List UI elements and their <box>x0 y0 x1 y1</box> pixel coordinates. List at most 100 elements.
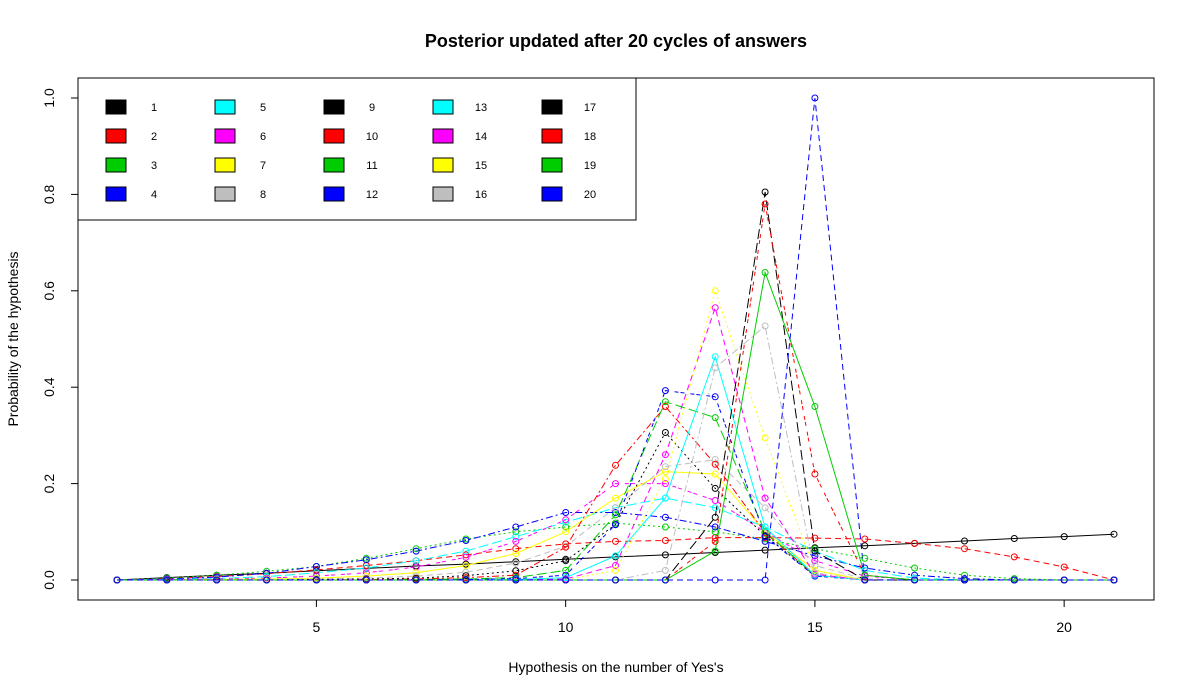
legend-swatch-2 <box>105 128 127 144</box>
data-point-8 <box>512 559 520 567</box>
legend-swatch-19 <box>541 157 563 173</box>
data-point-10 <box>661 403 669 410</box>
data-point-20 <box>661 576 669 584</box>
data-point-18 <box>811 470 819 478</box>
legend-swatch-7 <box>214 157 236 173</box>
data-point-3 <box>562 523 570 531</box>
legend-label-12: 12 <box>366 189 378 201</box>
data-point-4 <box>711 523 719 531</box>
legend-label-1: 1 <box>151 102 157 114</box>
data-point-10 <box>711 460 719 468</box>
y-axis-label: Probability of the hypothesis <box>5 251 21 426</box>
data-point-8 <box>661 463 669 471</box>
series-line-3 <box>116 522 1114 581</box>
legend-label-10: 10 <box>366 131 378 143</box>
legend-swatch-12 <box>323 186 345 202</box>
data-point-20 <box>462 576 470 584</box>
data-point-8 <box>761 504 769 512</box>
data-point-3 <box>661 523 669 531</box>
data-point-7 <box>462 562 470 569</box>
data-point-20 <box>312 576 320 584</box>
data-point-8 <box>811 562 819 569</box>
legend-swatch-16 <box>432 186 454 202</box>
legend-label-5: 5 <box>260 102 266 114</box>
data-point-4 <box>911 571 919 579</box>
series-line-20 <box>117 97 1114 581</box>
data-point-2 <box>961 545 968 553</box>
data-point-20 <box>911 576 919 584</box>
data-point-9 <box>462 572 470 580</box>
data-point-15 <box>761 434 769 442</box>
data-point-7 <box>612 494 619 502</box>
data-point-20 <box>163 576 171 584</box>
data-point-11 <box>761 528 769 536</box>
data-point-9 <box>711 484 719 492</box>
legend-swatch-15 <box>432 157 454 173</box>
legend-swatch-14 <box>432 128 454 144</box>
data-point-3 <box>711 528 719 536</box>
data-point-2 <box>612 537 619 545</box>
y-tick-label: 0.8 <box>41 184 57 204</box>
y-tick-label: 1.0 <box>41 88 57 108</box>
data-point-6 <box>512 537 520 545</box>
data-point-2 <box>1010 553 1018 561</box>
data-point-4 <box>362 556 370 564</box>
data-point-8 <box>462 568 470 576</box>
plot-area <box>113 94 1118 584</box>
data-point-6 <box>661 480 669 488</box>
legend-swatch-9 <box>323 99 345 115</box>
legend-label-7: 7 <box>260 160 266 172</box>
data-point-3 <box>861 554 869 562</box>
data-point-17 <box>811 547 819 555</box>
data-point-8 <box>612 504 619 512</box>
legend-swatch-4 <box>105 186 127 202</box>
data-point-12 <box>612 521 619 529</box>
data-point-18 <box>711 537 719 545</box>
data-point-7 <box>362 572 370 580</box>
legend-label-15: 15 <box>475 160 487 172</box>
data-point-19 <box>761 269 769 276</box>
data-point-11 <box>661 398 669 406</box>
data-point-5 <box>362 564 370 572</box>
data-point-20 <box>512 576 520 584</box>
data-point-14 <box>661 451 669 459</box>
data-point-15 <box>711 287 719 295</box>
data-point-4 <box>512 523 520 531</box>
data-point-16 <box>661 566 669 574</box>
data-point-4 <box>661 513 669 521</box>
y-tick-label: 0.6 <box>41 281 57 301</box>
legend-label-16: 16 <box>475 189 487 201</box>
data-point-20 <box>761 576 769 584</box>
legend-label-4: 4 <box>151 189 157 201</box>
data-point-1 <box>1110 530 1118 538</box>
data-point-4 <box>811 552 819 560</box>
data-point-18 <box>761 200 769 208</box>
data-point-4 <box>861 564 869 572</box>
data-point-6 <box>562 516 570 524</box>
data-point-6 <box>312 572 320 580</box>
legend-swatch-5 <box>214 99 236 115</box>
data-point-1 <box>1010 535 1018 542</box>
legend-label-11: 11 <box>366 160 377 172</box>
data-point-9 <box>661 429 669 436</box>
data-point-2 <box>462 551 470 559</box>
data-point-20 <box>1060 576 1068 584</box>
legend-swatch-3 <box>105 157 127 173</box>
data-point-2 <box>861 535 869 543</box>
data-point-15 <box>811 566 819 574</box>
x-tick-label: 20 <box>1056 619 1072 635</box>
data-point-13 <box>612 552 619 560</box>
series-line-2 <box>116 537 1115 581</box>
legend-swatch-20 <box>541 186 563 202</box>
data-point-15 <box>661 475 669 483</box>
data-point-19 <box>811 403 819 410</box>
data-point-7 <box>711 470 719 478</box>
data-point-14 <box>612 562 619 569</box>
data-point-5 <box>711 504 719 512</box>
data-point-5 <box>512 533 520 541</box>
y-tick-label: 0.0 <box>41 570 57 590</box>
data-point-3 <box>412 545 420 553</box>
legend-swatch-10 <box>323 128 345 144</box>
data-point-17 <box>761 188 769 196</box>
data-point-2 <box>562 540 570 548</box>
